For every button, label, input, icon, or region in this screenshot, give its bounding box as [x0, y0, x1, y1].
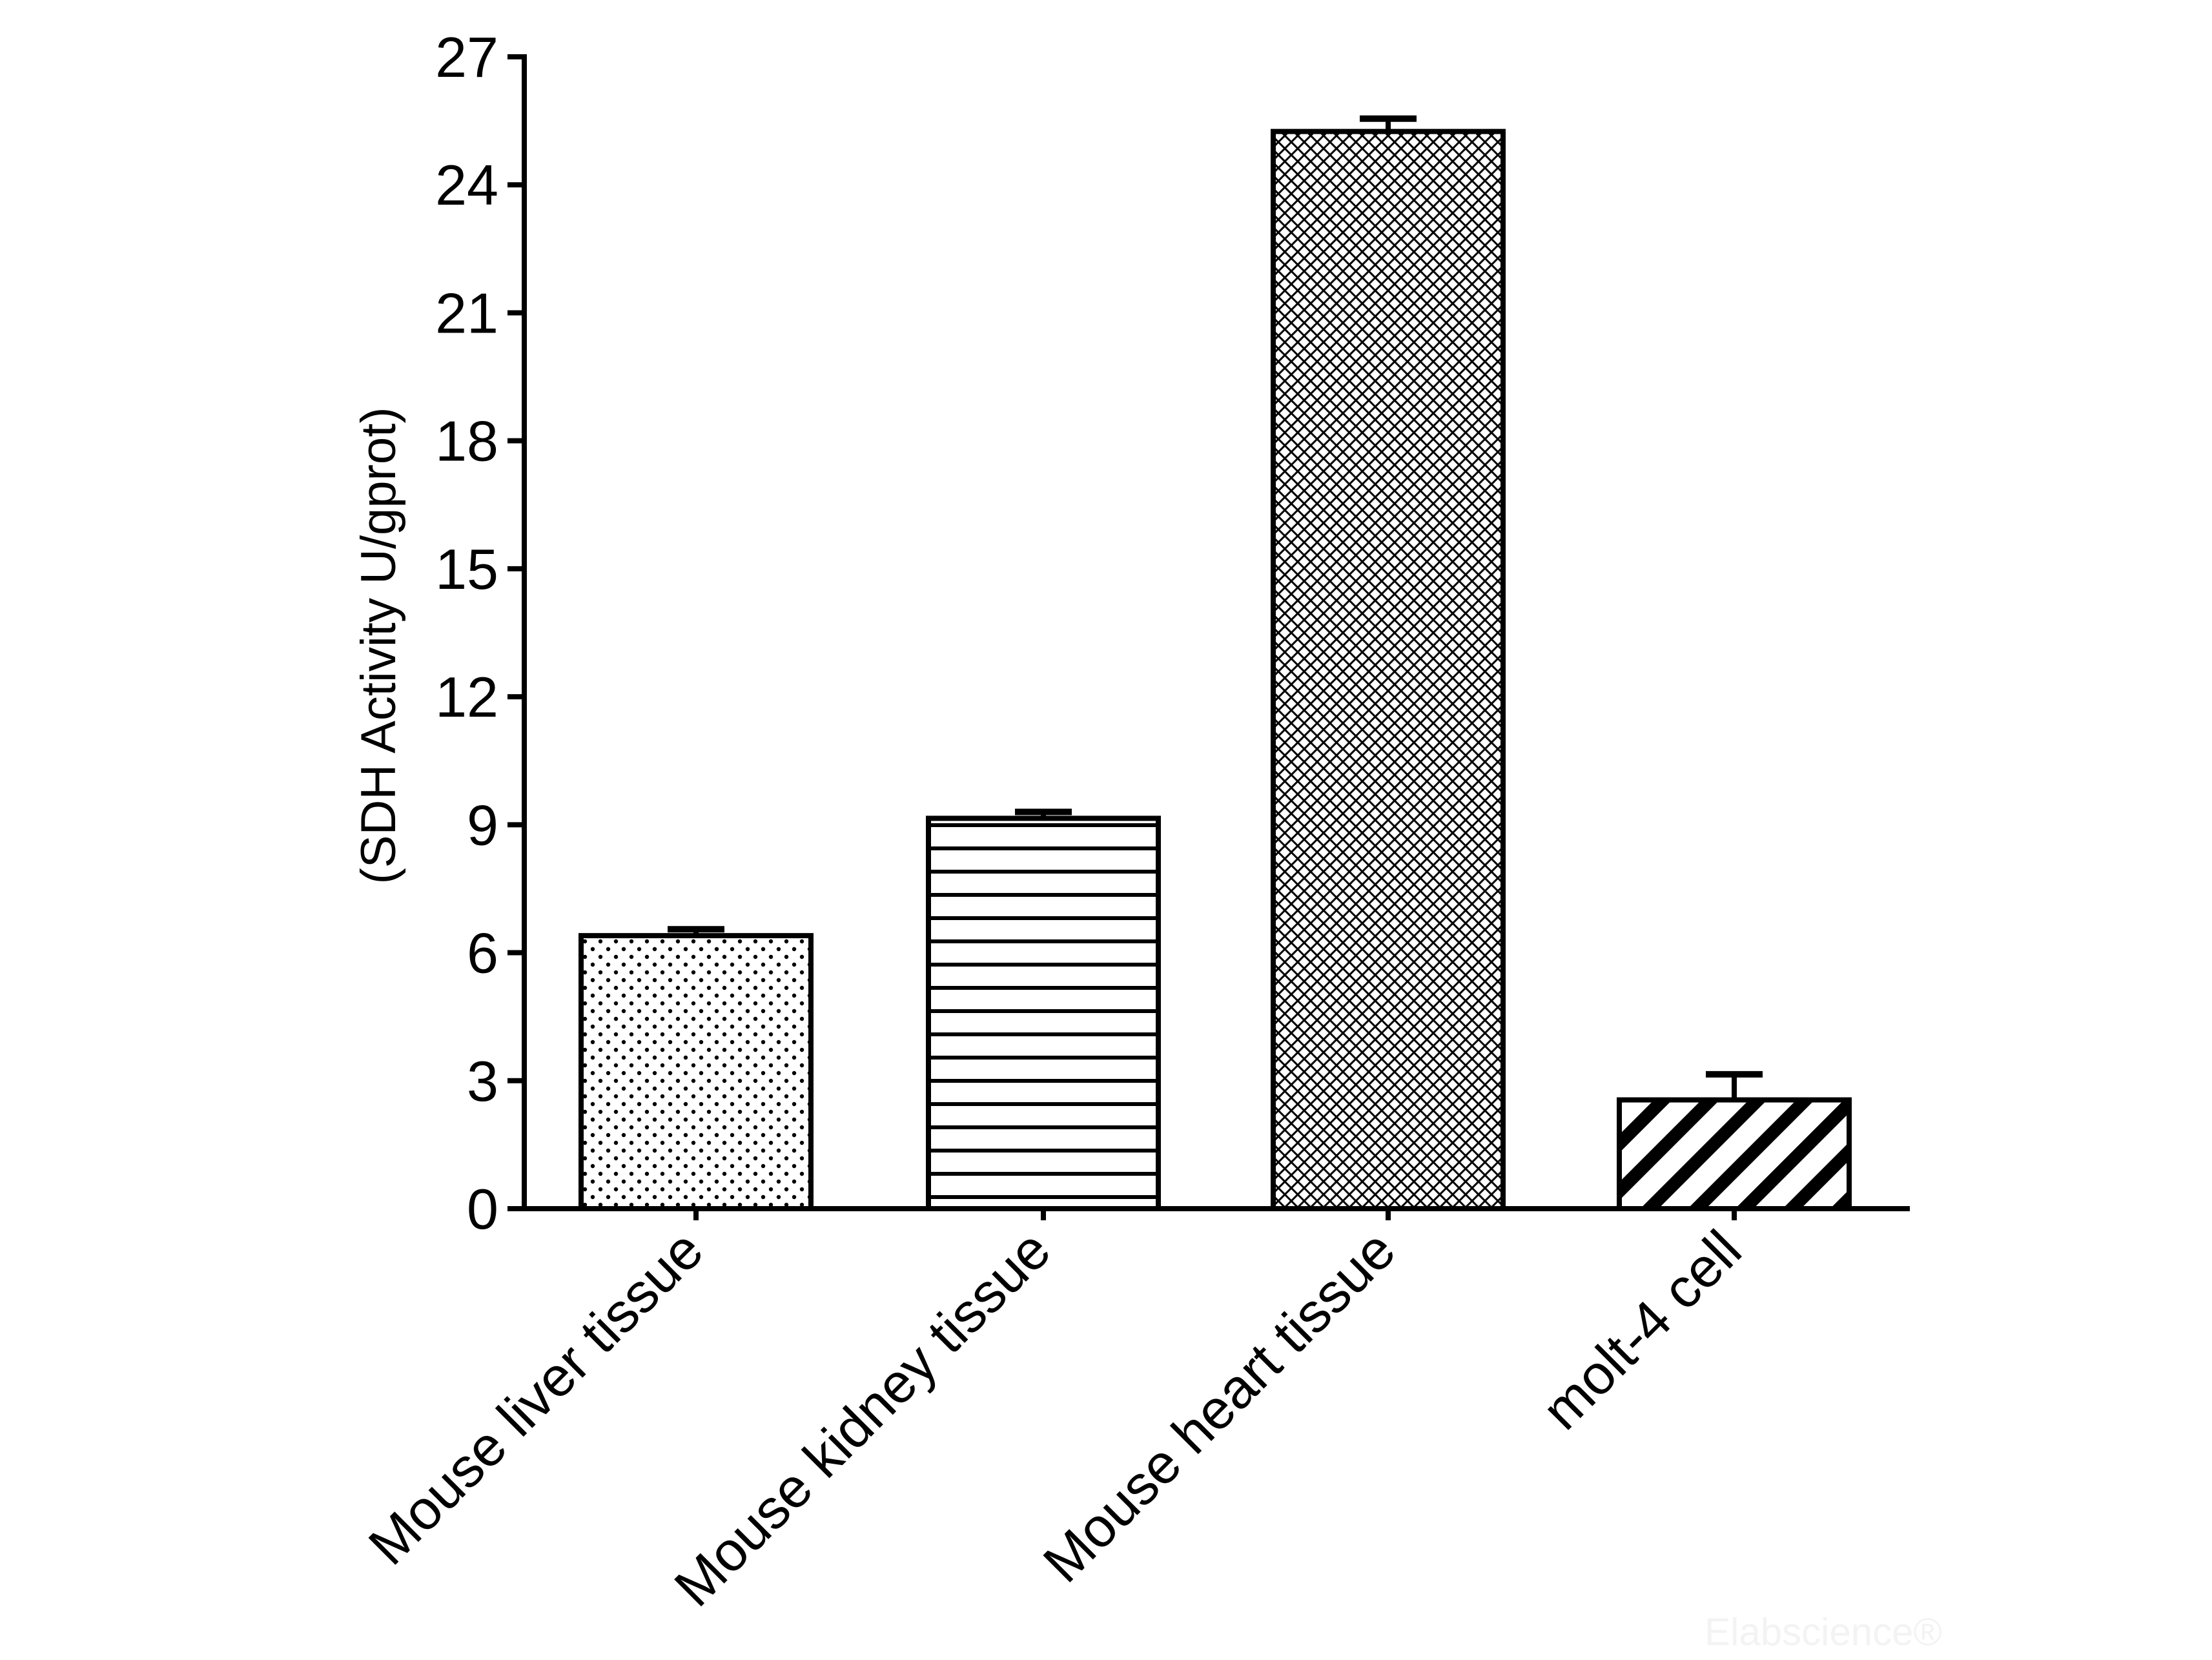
x-category-label: molt-4 cell	[1530, 1219, 1753, 1442]
y-tick-label: 24	[435, 153, 498, 217]
x-category-label: Mouse kidney tissue	[663, 1219, 1063, 1619]
y-tick-label: 6	[467, 921, 498, 985]
x-category-label: Mouse heart tissue	[1032, 1219, 1408, 1595]
bars-group	[579, 115, 1852, 1212]
y-tick-label: 0	[467, 1177, 498, 1241]
bar-group	[1271, 115, 1506, 1211]
y-axis-title: (SDH Activity U/gprot)	[351, 407, 406, 884]
y-tick-label: 12	[435, 665, 498, 729]
y-tick-label: 15	[435, 537, 498, 601]
bar-group	[926, 808, 1161, 1211]
y-tick-label: 9	[467, 793, 498, 857]
watermark: Elabscience®	[1705, 1610, 1942, 1654]
bar-group	[1617, 1071, 1852, 1211]
y-tick-label: 21	[435, 281, 498, 345]
y-tick-label: 3	[467, 1049, 498, 1113]
bar	[1271, 128, 1506, 1211]
bar	[926, 815, 1161, 1211]
bar	[579, 933, 814, 1212]
bar	[1617, 1097, 1852, 1211]
y-tick-label: 18	[435, 409, 498, 473]
bar-group	[579, 926, 814, 1212]
x-category-label: Mouse liver tissue	[357, 1219, 715, 1577]
y-tick-label: 27	[435, 25, 498, 89]
y-ticks-group: 0 3 6 9 12 15 18 21 24 27	[435, 25, 524, 1241]
